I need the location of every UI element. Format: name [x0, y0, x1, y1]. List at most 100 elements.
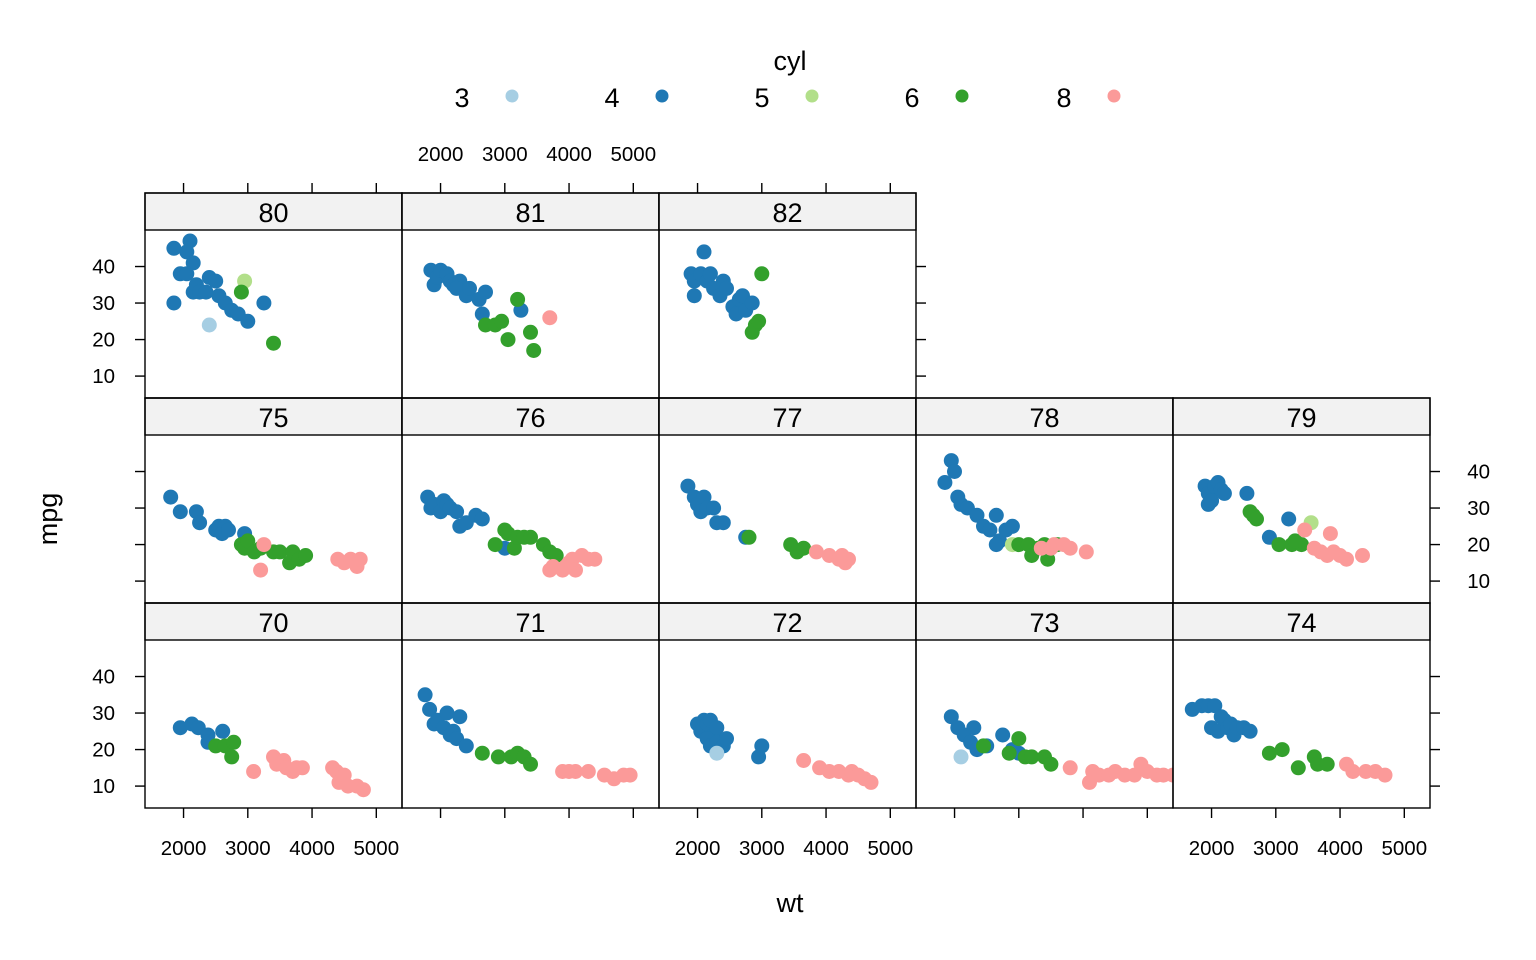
data-point: [192, 515, 208, 531]
x-tick-label: 2000: [418, 143, 464, 166]
data-point: [298, 548, 314, 563]
strip-label-79: 79: [1286, 403, 1316, 433]
legend-label-8: 8: [1056, 83, 1071, 113]
data-point: [500, 332, 516, 348]
y-tick-label: 40: [92, 666, 115, 689]
x-tick-label: 5000: [867, 837, 913, 860]
data-point: [1287, 533, 1303, 549]
data-point: [1319, 756, 1335, 772]
x-tick-label: 3000: [739, 837, 785, 860]
legend-marker-3: [505, 89, 519, 103]
data-point: [1297, 522, 1313, 538]
data-point: [558, 559, 574, 574]
y-tick-label: 40: [1467, 461, 1490, 484]
x-tick-label: 2000: [675, 837, 721, 860]
data-point: [256, 295, 272, 311]
data-point: [696, 244, 712, 260]
legend-marker-6: [955, 89, 969, 103]
data-point: [246, 764, 262, 779]
data-point: [953, 749, 969, 765]
data-point: [709, 745, 725, 761]
strip-73: [915, 602, 1174, 641]
data-point: [478, 284, 493, 300]
data-point: [796, 540, 812, 556]
y-tick-label: 40: [92, 256, 115, 279]
panel-72: 72: [658, 602, 917, 809]
legend-marker-4: [655, 89, 669, 103]
data-point: [417, 687, 433, 703]
data-point: [976, 738, 991, 754]
data-point: [422, 701, 438, 717]
data-point: [1242, 723, 1258, 739]
data-point: [1377, 767, 1393, 783]
strip-label-78: 78: [1029, 403, 1059, 433]
strip-label-74: 74: [1286, 608, 1316, 638]
panel-border-82: [658, 192, 917, 399]
panel-points-73: [943, 709, 1193, 790]
data-point: [808, 544, 824, 560]
data-point: [982, 522, 998, 538]
panel-points-75: [163, 489, 368, 578]
panel-79: 79: [1172, 397, 1431, 604]
data-point: [542, 310, 558, 326]
data-point: [988, 537, 1004, 553]
y-axis-title: mpg: [33, 493, 63, 546]
panel-points-74: [1184, 698, 1393, 783]
data-point: [179, 266, 195, 282]
data-point: [1239, 485, 1255, 501]
strip-label-71: 71: [515, 608, 545, 638]
data-point: [1345, 764, 1361, 779]
data-point: [715, 515, 731, 531]
data-point: [686, 288, 702, 304]
data-point: [1290, 760, 1306, 776]
strip-label-75: 75: [258, 403, 288, 433]
panel-81: 81: [401, 192, 660, 399]
data-point: [240, 313, 256, 329]
data-point: [622, 767, 638, 783]
data-point: [256, 537, 272, 553]
legend-label-4: 4: [604, 83, 619, 113]
data-point: [294, 760, 310, 776]
strip-label-72: 72: [772, 608, 802, 638]
data-point: [474, 511, 490, 527]
data-point: [719, 280, 734, 296]
y-tick-label: 30: [92, 292, 115, 315]
data-point: [1207, 698, 1223, 714]
data-point: [995, 727, 1011, 743]
data-point: [1004, 518, 1020, 534]
data-point: [462, 280, 477, 296]
strip-79: [1172, 397, 1431, 436]
data-point: [1249, 511, 1264, 527]
data-point: [1322, 526, 1338, 542]
panel-points-71: [417, 687, 638, 787]
data-point: [1078, 544, 1094, 560]
data-point: [719, 731, 734, 747]
strip-label-76: 76: [515, 403, 545, 433]
data-point: [474, 745, 490, 761]
panel-points-76: [420, 489, 603, 578]
x-tick-label: 5000: [610, 143, 656, 166]
data-point: [439, 705, 455, 721]
y-tick-label: 20: [92, 329, 115, 352]
data-point: [796, 753, 812, 768]
data-point: [1271, 537, 1287, 553]
data-point: [487, 537, 503, 553]
data-point: [943, 709, 959, 725]
data-point: [452, 709, 468, 725]
data-point: [1274, 742, 1290, 758]
panel-77: 77: [658, 397, 917, 604]
data-point: [1281, 511, 1297, 527]
data-point: [1062, 540, 1078, 556]
strip-label-73: 73: [1029, 608, 1059, 638]
strip-label-81: 81: [515, 198, 545, 228]
data-point: [988, 507, 1004, 523]
data-point: [201, 317, 217, 333]
panel-78: 78: [915, 397, 1174, 604]
data-point: [494, 313, 510, 329]
x-tick-label: 2000: [1189, 837, 1235, 860]
panel-73: 73: [915, 602, 1193, 809]
data-point: [1178, 771, 1193, 786]
panel-75: 75: [144, 397, 403, 604]
data-point: [834, 548, 850, 563]
